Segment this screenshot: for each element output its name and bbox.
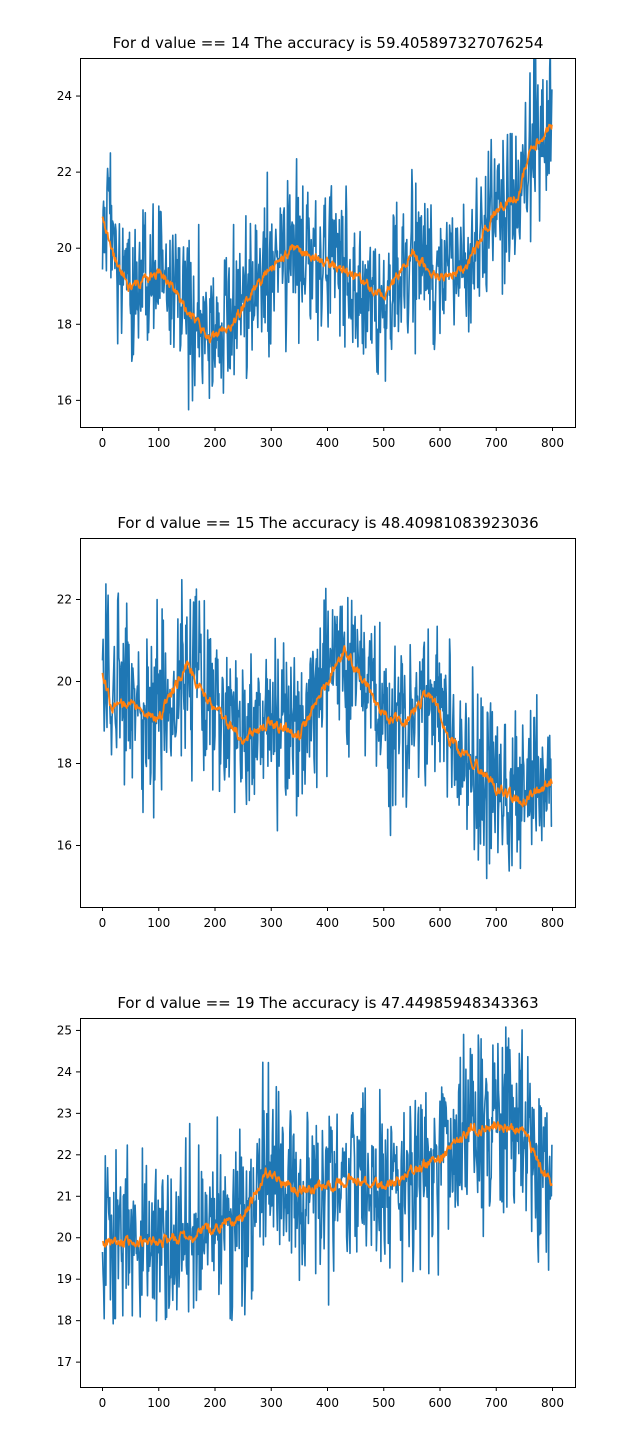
y-tick-label: 18 [57, 1314, 72, 1328]
y-tick-label: 18 [57, 757, 72, 771]
series-line-smoothed [101, 645, 553, 808]
x-tick-label: 300 [260, 436, 283, 450]
chart-title: For d value == 19 The accuracy is 47.449… [117, 994, 538, 1012]
x-tick-label: 500 [372, 916, 395, 930]
x-tick-label: 700 [485, 916, 508, 930]
y-tick-label: 22 [57, 593, 72, 607]
x-tick-label: 0 [99, 916, 107, 930]
y-tick-label: 24 [57, 1065, 72, 1079]
chart-panel-d19: For d value == 19 The accuracy is 47.449… [57, 994, 576, 1410]
y-tick-label: 17 [57, 1355, 72, 1369]
y-axis: 17 18 19 20 21 22 23 24 25 [57, 1023, 80, 1369]
x-tick-label: 300 [260, 1396, 283, 1410]
y-tick-label: 25 [57, 1023, 72, 1037]
y-tick-label: 22 [57, 165, 72, 179]
x-tick-label: 400 [316, 1396, 339, 1410]
series-line-smoothed [101, 1121, 553, 1249]
x-tick-label: 400 [316, 436, 339, 450]
series-line-raw [101, 58, 553, 411]
axes-frame [80, 58, 576, 428]
x-axis: 0 100 200 300 400 500 600 700 800 [99, 907, 564, 930]
plot-area [101, 578, 553, 880]
y-tick-label: 16 [57, 839, 72, 853]
x-tick-label: 700 [485, 1396, 508, 1410]
x-tick-label: 500 [372, 436, 395, 450]
x-tick-label: 200 [204, 436, 227, 450]
series-line-raw [101, 578, 553, 880]
plot-area [101, 58, 553, 411]
y-tick-label: 22 [57, 1148, 72, 1162]
x-tick-label: 100 [147, 916, 170, 930]
y-tick-label: 20 [57, 675, 72, 689]
series-line-raw [101, 1026, 553, 1325]
y-tick-label: 21 [57, 1189, 72, 1203]
x-axis: 0 100 200 300 400 500 600 700 800 [99, 427, 564, 450]
y-tick-label: 20 [57, 1231, 72, 1245]
x-tick-label: 300 [260, 916, 283, 930]
x-tick-label: 0 [99, 436, 107, 450]
x-tick-label: 500 [372, 1396, 395, 1410]
x-tick-label: 600 [429, 1396, 452, 1410]
y-tick-label: 16 [57, 393, 72, 407]
y-tick-label: 23 [57, 1106, 72, 1120]
chart-title: For d value == 15 The accuracy is 48.409… [117, 514, 538, 532]
x-tick-label: 200 [204, 916, 227, 930]
chart-panel-d14: For d value == 14 The accuracy is 59.405… [57, 34, 576, 450]
chart-panel-d15: For d value == 15 The accuracy is 48.409… [57, 514, 576, 930]
x-tick-label: 600 [429, 436, 452, 450]
series-line-smoothed [101, 123, 553, 344]
y-axis: 16 18 20 22 24 [57, 89, 80, 407]
y-tick-label: 18 [57, 317, 72, 331]
plot-area [101, 1026, 553, 1325]
chart-title: For d value == 14 The accuracy is 59.405… [113, 34, 544, 52]
x-axis: 0 100 200 300 400 500 600 700 800 [99, 1387, 564, 1410]
y-tick-label: 19 [57, 1272, 72, 1286]
y-tick-label: 24 [57, 89, 72, 103]
x-tick-label: 200 [204, 1396, 227, 1410]
x-tick-label: 800 [541, 916, 564, 930]
x-tick-label: 800 [541, 1396, 564, 1410]
x-tick-label: 800 [541, 436, 564, 450]
y-axis: 16 18 20 22 [57, 593, 80, 853]
x-tick-label: 600 [429, 916, 452, 930]
x-tick-label: 700 [485, 436, 508, 450]
x-tick-label: 100 [147, 436, 170, 450]
x-tick-label: 0 [99, 1396, 107, 1410]
y-tick-label: 20 [57, 241, 72, 255]
x-tick-label: 400 [316, 916, 339, 930]
x-tick-label: 100 [147, 1396, 170, 1410]
